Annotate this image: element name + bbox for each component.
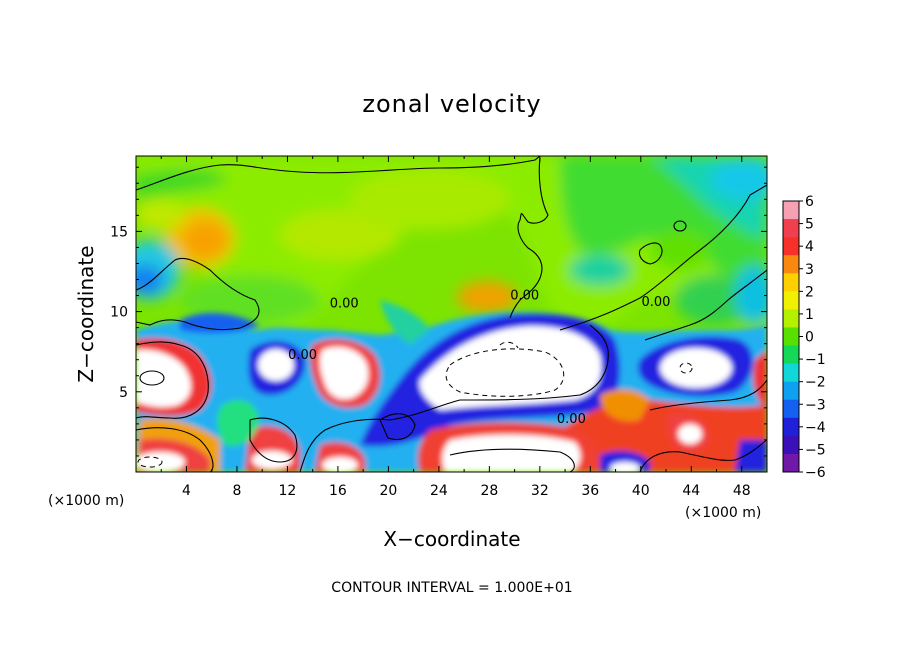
contour-interval-note: CONTOUR INTERVAL = 1.000E+01: [331, 580, 572, 596]
chart-title: zonal velocity: [362, 90, 541, 118]
colorbar-tick-label: −4: [805, 420, 826, 436]
contour-dashed: [137, 341, 693, 468]
y-tick-label: 10: [110, 305, 128, 321]
x-tick-label: 28: [480, 483, 498, 499]
contour-label-layer: 0.00 0.00 0.00 0.00 0.00: [288, 289, 670, 428]
colorbar-swatch: [783, 273, 799, 292]
colorbar: 6 5 4 3 2 1 0 −1 −2 −3 −4 −5 −6: [782, 194, 826, 481]
colorbar-tick-label: 2: [805, 284, 814, 300]
contour-label: 0.00: [288, 348, 317, 363]
contour-label: 0.00: [510, 289, 539, 304]
x-unit-left: (×1000 m): [48, 493, 124, 509]
colorbar-swatch: [783, 381, 799, 401]
x-tick-label: 20: [379, 483, 397, 499]
plot-area: [136, 156, 767, 472]
x-tick-label: 16: [329, 483, 347, 499]
colorbar-tick-label: −3: [805, 397, 826, 413]
x-unit-right: (×1000 m): [685, 505, 761, 521]
colorbar-tick-label: −6: [805, 465, 826, 481]
x-tick-label: 36: [581, 483, 599, 499]
colorbar-tick-label: 5: [805, 217, 814, 233]
colorbar-swatch: [783, 219, 799, 238]
colorbar-tick-label: 0: [805, 330, 814, 346]
colorbar-tick-label: 3: [805, 262, 814, 278]
colorbar-tick-label: 6: [805, 194, 814, 210]
colorbar-swatch: [783, 345, 799, 365]
x-tick-label: 44: [682, 483, 700, 499]
y-tick-label: 5: [119, 385, 128, 401]
colorbar-swatch: [783, 255, 799, 274]
x-tick-label: 12: [279, 483, 297, 499]
x-tick-label: 24: [430, 483, 448, 499]
plot-frame: [135, 155, 768, 473]
colorbar-tick-label: 4: [805, 239, 814, 255]
colorbar-swatch: [783, 399, 799, 419]
x-tick-label: 48: [733, 483, 751, 499]
colorbar-swatch: [783, 363, 799, 383]
colorbar-swatch: [783, 327, 799, 347]
contour-label: 0.00: [330, 297, 359, 312]
colorbar-swatch: [783, 291, 799, 310]
field-smooth-layer: [136, 156, 767, 330]
colorbar-swatch: [783, 237, 799, 256]
contour-label: 0.00: [557, 412, 586, 427]
colorbar-swatch: [783, 309, 799, 328]
colorbar-swatch: [783, 435, 799, 455]
colorbar-swatch: [783, 453, 799, 473]
x-tick-label: 8: [232, 483, 241, 499]
colorbar-tick-label: −5: [805, 442, 826, 458]
colorbar-swatch: [783, 201, 799, 220]
contour-label: 0.00: [641, 295, 670, 310]
colorbar-tick-label: −1: [805, 352, 826, 368]
x-tick-label: 32: [531, 483, 549, 499]
y-tick-label: 15: [110, 224, 128, 240]
x-tick-label: 40: [632, 483, 650, 499]
colorbar-swatch: [783, 417, 799, 437]
contour-lines: [136, 156, 767, 472]
x-axis-label: X−coordinate: [383, 527, 520, 551]
colorbar-tick-label: −2: [805, 375, 826, 391]
colorbar-tick-label: 1: [805, 307, 814, 323]
x-tick-label: 4: [182, 483, 191, 499]
y-axis-label: Z−coordinate: [74, 245, 98, 382]
